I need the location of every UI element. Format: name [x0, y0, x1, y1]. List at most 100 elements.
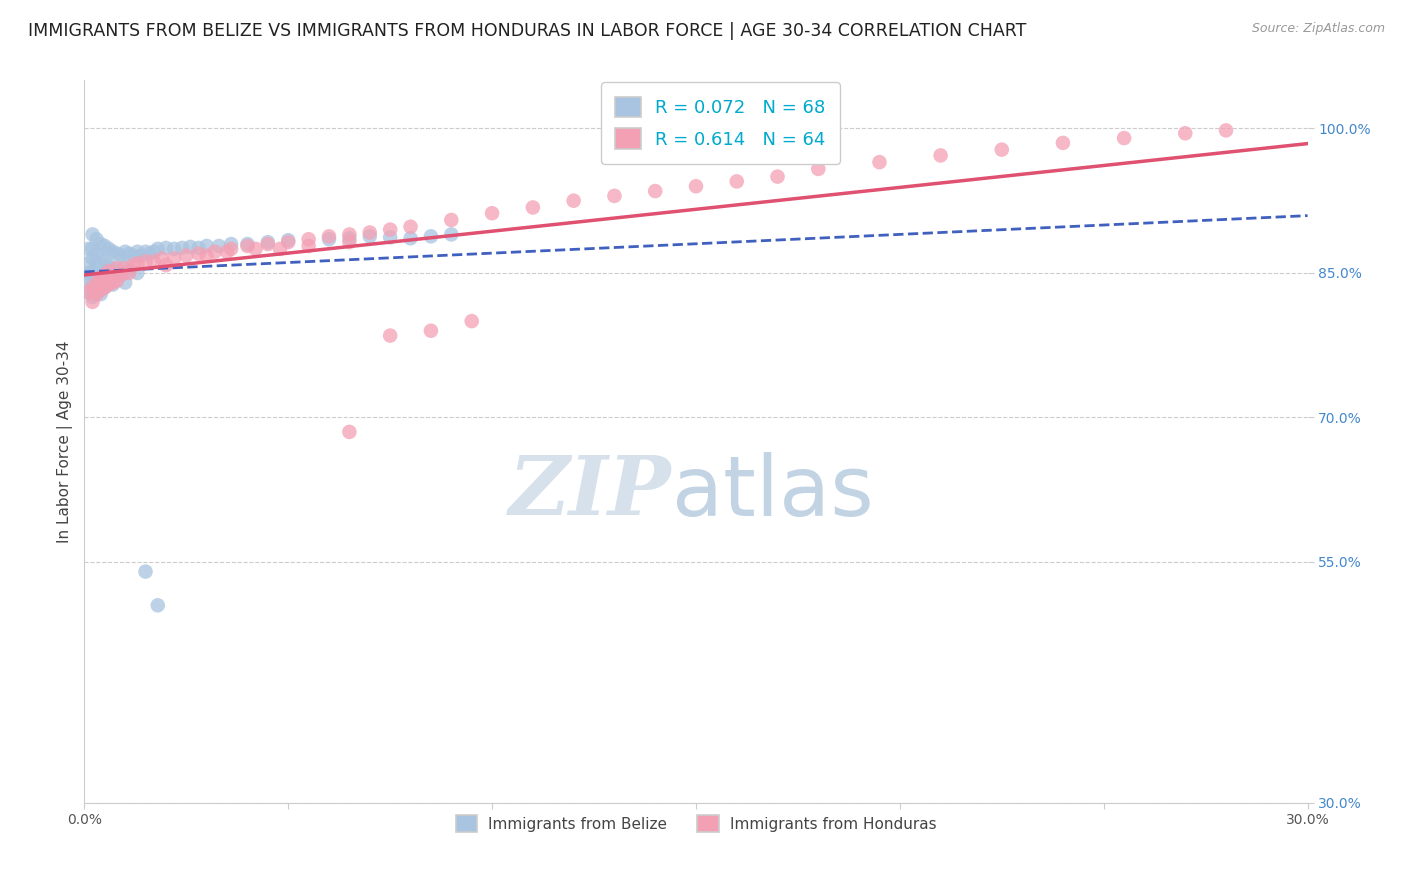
Point — [1052, 136, 1074, 150]
Point — [97, 258, 120, 272]
Point — [127, 266, 149, 280]
Point — [339, 235, 361, 249]
Point — [105, 261, 128, 276]
Point — [236, 239, 259, 253]
Point — [163, 242, 186, 256]
Point — [86, 270, 108, 285]
Point — [603, 189, 626, 203]
Point — [481, 206, 503, 220]
Point — [97, 277, 120, 292]
Point — [869, 155, 891, 169]
Point — [318, 232, 340, 246]
Point — [142, 254, 165, 268]
Point — [86, 276, 108, 290]
Point — [127, 244, 149, 259]
Point — [420, 324, 443, 338]
Point — [97, 264, 120, 278]
Point — [380, 222, 402, 236]
Point — [318, 229, 340, 244]
Point — [135, 254, 157, 268]
Point — [86, 287, 108, 301]
Point — [150, 252, 173, 266]
Point — [1174, 126, 1197, 140]
Point — [105, 246, 128, 260]
Point — [101, 276, 124, 290]
Point — [562, 194, 585, 208]
Point — [685, 179, 707, 194]
Point — [86, 246, 108, 260]
Point — [114, 276, 136, 290]
Y-axis label: In Labor Force | Age 30-34: In Labor Force | Age 30-34 — [58, 340, 73, 543]
Point — [138, 246, 160, 260]
Point — [929, 148, 952, 162]
Point — [77, 256, 100, 270]
Point — [90, 287, 112, 301]
Point — [82, 276, 104, 290]
Point — [277, 235, 299, 249]
Point — [90, 270, 112, 285]
Point — [90, 283, 112, 297]
Point — [339, 425, 361, 439]
Point — [135, 565, 157, 579]
Point — [110, 249, 132, 263]
Point — [86, 285, 108, 300]
Point — [807, 161, 830, 176]
Point — [155, 258, 177, 272]
Text: Source: ZipAtlas.com: Source: ZipAtlas.com — [1251, 22, 1385, 36]
Point — [93, 268, 115, 282]
Point — [991, 143, 1014, 157]
Point — [208, 239, 231, 253]
Point — [82, 280, 104, 294]
Point — [277, 233, 299, 247]
Point — [82, 294, 104, 309]
Point — [93, 280, 115, 294]
Point — [245, 242, 267, 256]
Point — [440, 227, 463, 242]
Point — [187, 246, 209, 260]
Point — [101, 261, 124, 276]
Point — [1215, 123, 1237, 137]
Point — [90, 237, 112, 252]
Point — [257, 235, 280, 249]
Point — [146, 599, 169, 613]
Point — [399, 219, 422, 234]
Point — [522, 201, 544, 215]
Point — [142, 244, 165, 259]
Point — [219, 242, 242, 256]
Point — [118, 246, 141, 260]
Point — [77, 276, 100, 290]
Point — [219, 237, 242, 252]
Point — [90, 261, 112, 276]
Point — [114, 261, 136, 276]
Point — [82, 290, 104, 304]
Point — [298, 232, 321, 246]
Point — [105, 274, 128, 288]
Point — [163, 252, 186, 266]
Point — [1114, 131, 1136, 145]
Point — [90, 276, 112, 290]
Point — [86, 232, 108, 246]
Legend: Immigrants from Belize, Immigrants from Honduras: Immigrants from Belize, Immigrants from … — [450, 809, 942, 838]
Point — [77, 266, 100, 280]
Point — [135, 244, 157, 259]
Point — [359, 229, 381, 244]
Point — [204, 244, 226, 259]
Point — [86, 258, 108, 272]
Point — [101, 244, 124, 259]
Point — [93, 266, 115, 280]
Point — [725, 174, 748, 188]
Point — [195, 239, 218, 253]
Point — [118, 264, 141, 278]
Point — [298, 239, 321, 253]
Point — [766, 169, 789, 184]
Point — [93, 280, 115, 294]
Point — [82, 242, 104, 256]
Point — [110, 268, 132, 282]
Point — [82, 227, 104, 242]
Point — [118, 266, 141, 280]
Text: ZIP: ZIP — [509, 452, 672, 533]
Point — [131, 249, 153, 263]
Point — [155, 241, 177, 255]
Point — [187, 241, 209, 255]
Text: IMMIGRANTS FROM BELIZE VS IMMIGRANTS FROM HONDURAS IN LABOR FORCE | AGE 30-34 CO: IMMIGRANTS FROM BELIZE VS IMMIGRANTS FRO… — [28, 22, 1026, 40]
